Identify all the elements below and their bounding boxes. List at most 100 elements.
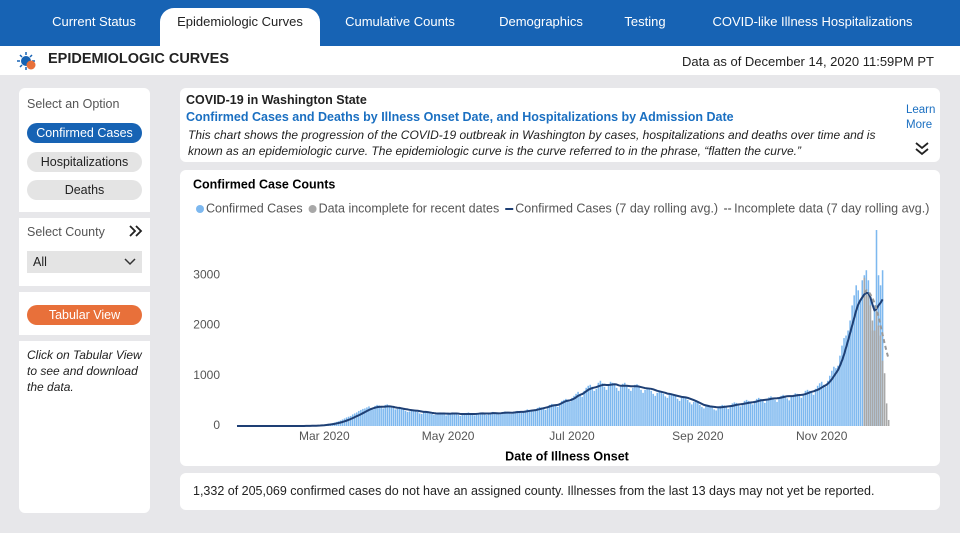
option-button[interactable]: Hospitalizations	[27, 152, 142, 172]
county-dropdown[interactable]: All	[27, 251, 142, 273]
bar	[816, 385, 819, 426]
bar	[747, 400, 750, 426]
bar	[589, 384, 592, 426]
bar	[640, 389, 642, 426]
bar	[356, 412, 358, 426]
bar	[634, 384, 636, 426]
info-heading: COVID-19 in Washington State	[186, 93, 367, 107]
bar	[684, 397, 687, 426]
bar	[646, 387, 648, 426]
bar	[563, 399, 565, 426]
bar	[875, 310, 878, 426]
legend-label: Confirmed Cases	[206, 201, 303, 215]
learn-more-link[interactable]: Learn More	[906, 104, 936, 131]
bar	[439, 412, 441, 426]
bar	[735, 402, 738, 426]
bar	[520, 412, 523, 426]
chart-title: Confirmed Case Counts	[193, 177, 335, 191]
bar	[370, 407, 372, 426]
bar	[686, 399, 689, 426]
bar	[820, 381, 823, 426]
tab[interactable]: Demographics	[499, 14, 583, 29]
bar	[654, 395, 656, 426]
bar	[776, 401, 778, 426]
bar	[496, 413, 498, 426]
y-tick-label: 0	[213, 418, 220, 432]
bar	[778, 397, 780, 426]
bar	[658, 390, 661, 426]
x-tick-label: May 2020	[422, 429, 475, 443]
tab[interactable]: COVID-like Illness Hospitalizations	[712, 14, 913, 29]
bar	[615, 387, 618, 426]
bar	[827, 380, 829, 426]
bar	[774, 399, 776, 426]
bar	[757, 397, 760, 426]
bar	[664, 396, 667, 426]
bar	[808, 390, 811, 426]
bar	[721, 404, 723, 426]
bar	[674, 395, 677, 426]
bar	[467, 412, 470, 426]
bar	[814, 388, 817, 426]
bar	[587, 385, 589, 426]
option-button-active[interactable]: Confirmed Cases	[27, 123, 142, 143]
y-tick-label: 2000	[193, 318, 220, 332]
bar	[453, 412, 456, 426]
bar	[561, 400, 563, 426]
bar	[414, 410, 417, 426]
bar	[609, 381, 612, 426]
info-description: This chart shows the progression of the …	[188, 128, 876, 158]
tab[interactable]: Cumulative Counts	[345, 14, 455, 29]
tab[interactable]: Current Status	[52, 14, 136, 29]
bar	[741, 403, 744, 426]
bar	[772, 397, 774, 426]
bar	[447, 414, 449, 426]
bar	[567, 400, 569, 426]
bar	[695, 400, 697, 426]
expand-chevron[interactable]	[915, 142, 929, 156]
tabular-button[interactable]: Tabular View	[27, 305, 142, 325]
legend-item: Incomplete data (7 day rolling avg.)	[724, 201, 929, 215]
bar	[463, 413, 466, 426]
bar	[853, 295, 855, 426]
bar	[552, 404, 555, 426]
bar	[526, 409, 529, 426]
tab[interactable]: Testing	[624, 14, 666, 29]
bar	[349, 415, 352, 426]
page-title: EPIDEMIOLOGIC CURVES	[48, 51, 230, 67]
bar	[573, 395, 575, 426]
bar	[751, 404, 754, 426]
bar	[713, 409, 715, 426]
bar	[711, 407, 713, 426]
bar	[623, 382, 626, 426]
bar	[390, 406, 393, 426]
as-of-date: Data as of December 14, 2020 11:59PM PT	[682, 54, 934, 69]
bar	[510, 413, 512, 426]
bar	[621, 383, 624, 426]
bar	[837, 365, 839, 426]
tab-active[interactable]: Epidemiologic Curves	[160, 8, 320, 46]
y-tick-label: 3000	[193, 267, 220, 281]
bar	[701, 406, 703, 426]
bar	[398, 407, 401, 426]
bar	[766, 399, 768, 426]
county-value: All	[33, 255, 47, 269]
legend-item: Confirmed Cases (7 day rolling avg.)	[505, 201, 718, 215]
bar	[425, 411, 427, 426]
bar	[437, 412, 439, 426]
divider	[19, 286, 150, 292]
bar	[672, 394, 675, 426]
expand-icon[interactable]	[129, 225, 143, 237]
option-button[interactable]: Deaths	[27, 180, 142, 200]
bar	[512, 412, 514, 426]
divider	[19, 335, 150, 341]
bar	[406, 411, 409, 426]
bar	[835, 368, 837, 426]
header: EPIDEMIOLOGIC CURVES Data as of December…	[0, 46, 960, 75]
bar	[593, 390, 596, 426]
bar	[800, 397, 803, 426]
bar	[530, 410, 533, 426]
bar	[630, 390, 632, 426]
x-tick-label: Mar 2020	[299, 429, 350, 443]
bar	[571, 397, 573, 426]
